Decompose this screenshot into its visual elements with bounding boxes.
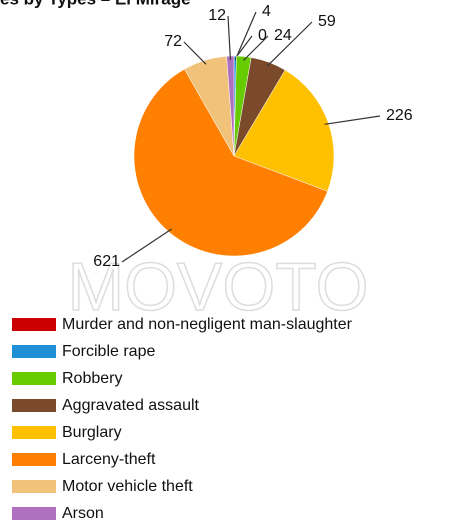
legend-label: Burglary [62, 424, 122, 441]
chart-title: es by Types – El Mirage [0, 0, 191, 8]
data-label: 4 [262, 3, 271, 20]
data-label: 12 [208, 7, 226, 24]
legend-swatch [12, 318, 56, 331]
data-label: 59 [318, 13, 336, 30]
legend-swatch [12, 453, 56, 466]
legend-label: Forcible rape [62, 343, 155, 360]
legend-swatch [12, 507, 56, 520]
pie-slice [133, 68, 328, 257]
legend-swatch [12, 399, 56, 412]
data-label: 621 [93, 253, 120, 270]
leader-line [243, 35, 269, 61]
pie-slice [233, 69, 335, 192]
leader-line [121, 228, 172, 263]
legend-label: Aggravated assault [62, 397, 200, 414]
legend-swatch [12, 372, 56, 385]
leader-line [324, 115, 381, 125]
legend-label: Larceny-theft [62, 451, 156, 468]
legend-swatch [12, 480, 56, 493]
leader-line [234, 11, 257, 61]
watermark: MOVOTO [68, 249, 369, 325]
leader-line [266, 21, 313, 67]
data-label: 226 [386, 107, 413, 124]
legend-label: Arson [62, 505, 104, 522]
legend-label: Robbery [62, 370, 122, 387]
legend-swatch [12, 345, 56, 358]
data-label: 72 [164, 33, 182, 50]
legend-label: Murder and non-negligent man-slaughter [62, 316, 353, 333]
leader-line [183, 41, 207, 65]
data-label: 0 [258, 27, 267, 44]
legend-label: Motor vehicle theft [62, 478, 193, 495]
legend-swatch [12, 426, 56, 439]
leader-line [227, 15, 232, 61]
data-label: 24 [274, 27, 292, 44]
